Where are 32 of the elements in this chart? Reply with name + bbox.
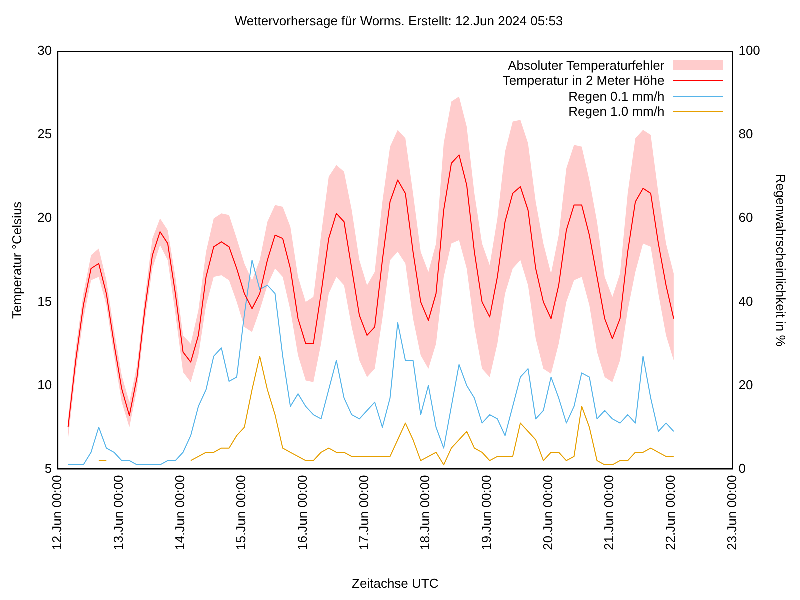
- x-tick-label: 23.Jun 00:00: [724, 475, 740, 550]
- y-tick-label: 20: [38, 210, 52, 226]
- y2-tick-label: 40: [738, 294, 754, 309]
- x-tick-label: 14.Jun 00:00: [172, 475, 188, 550]
- x-tick-label: 12.Jun 00:00: [50, 475, 65, 550]
- y-tick-label: 25: [38, 126, 52, 142]
- y2-tick-label: 0: [738, 460, 746, 476]
- legend-label: Regen 1.0 mm/h: [568, 104, 665, 120]
- x-tick-label: 22.Jun 00:00: [662, 475, 678, 550]
- x-tick-label: 19.Jun 00:00: [478, 475, 494, 550]
- x-tick-label: 17.Jun 00:00: [356, 475, 372, 550]
- y2-tick-label: 60: [738, 210, 754, 226]
- legend-label: Temperatur in 2 Meter Höhe: [502, 73, 665, 89]
- x-tick-label: 20.Jun 00:00: [540, 475, 556, 550]
- y2-tick-label: 100: [738, 43, 760, 58]
- chart-title: Wettervorhersage für Worms. Erstellt: 12.Jun 2024 05:53: [234, 13, 564, 28]
- x-tick-label: 13.Jun 00:00: [110, 475, 126, 550]
- x-tick-label: 21.Jun 00:00: [602, 475, 617, 550]
- legend-label: Regen 0.1 mm/h: [568, 88, 665, 104]
- x-tick-label: 18.Jun 00:00: [418, 475, 433, 550]
- y-axis-title: Temperatur °Celsius: [9, 201, 24, 320]
- y2-tick-label: 20: [738, 377, 754, 392]
- y-tick-label: 10: [38, 377, 52, 392]
- y2-tick-label: 80: [738, 126, 754, 142]
- y2-axis-title: Regenwahrscheinlichkeit in %: [774, 174, 789, 348]
- y-tick-label: 30: [38, 43, 52, 58]
- y-tick-label: 5: [44, 460, 52, 476]
- y-tick-label: 15: [38, 294, 52, 309]
- annotation: Absoluter Temperaturfehler: [508, 58, 665, 74]
- x-tick-label: 16.Jun 00:00: [294, 475, 310, 550]
- x-axis-title: Zeitachse UTC: [352, 576, 439, 591]
- x-tick-label: 15.Jun 00:00: [234, 475, 249, 550]
